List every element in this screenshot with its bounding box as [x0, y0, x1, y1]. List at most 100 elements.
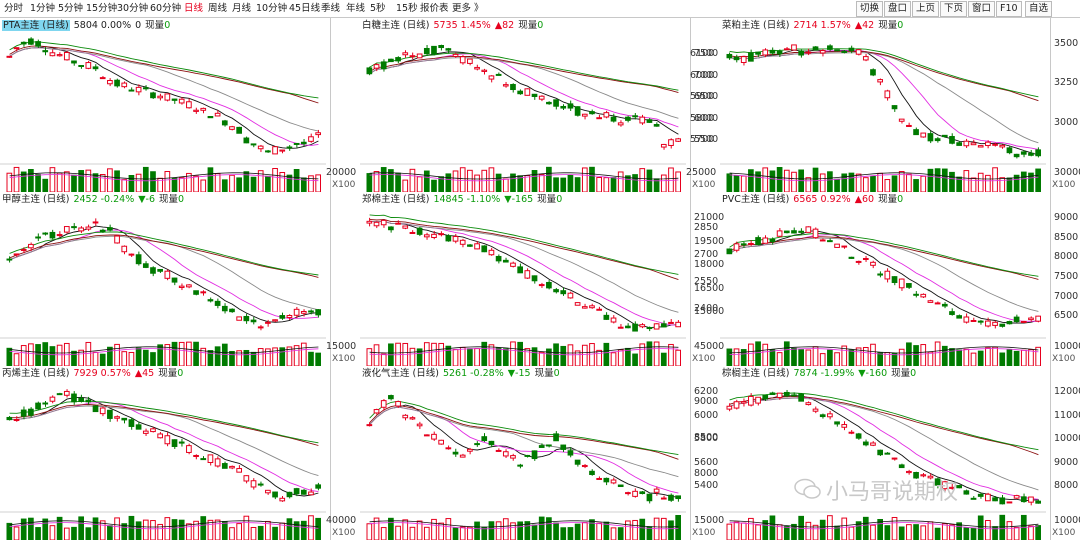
candle: [121, 81, 128, 89]
candle: [999, 494, 1006, 505]
toolbar-button-1[interactable]: 盘口: [884, 1, 912, 17]
candle: [560, 104, 567, 110]
candle: [1006, 320, 1013, 325]
volume-bar: [567, 174, 574, 192]
toolbar-button-2[interactable]: 上页: [912, 1, 940, 17]
change-amount: ▲82: [494, 20, 515, 31]
candle: [157, 268, 163, 273]
panel-title: 白糖主连 (日线) 5735 1.45% ▲82 现量0: [362, 20, 551, 31]
period-tab-15[interactable]: 报价表: [420, 3, 449, 14]
volume-bar: [927, 351, 934, 366]
period-tab-11[interactable]: 季线: [321, 3, 341, 14]
kline-chart-pta[interactable]: [0, 18, 360, 192]
chart-panel-yehuaqi[interactable]: 液化气主连 (日线) 5261 -0.28% ▼-15 现量0 9000 8500 8000…: [326, 366, 724, 540]
volume-bar: [193, 341, 199, 366]
candle: [632, 488, 638, 498]
volume-bar: [999, 352, 1006, 366]
kline-chart-jiachun[interactable]: [0, 192, 360, 366]
candle: [438, 439, 445, 445]
candle: [791, 392, 797, 397]
period-tab-16[interactable]: 更多 》: [452, 3, 484, 14]
candle: [459, 453, 466, 458]
volume-bar: [200, 516, 207, 540]
volume-bar: [178, 341, 185, 366]
candle: [870, 68, 876, 77]
candle: [459, 55, 466, 65]
volume-bar: [250, 526, 257, 540]
period-tab-7[interactable]: 周线: [208, 3, 228, 14]
candle: [531, 93, 538, 100]
period-tab-3[interactable]: 15分钟: [86, 3, 118, 14]
candle: [467, 447, 473, 455]
period-tab-4[interactable]: 30分钟: [117, 3, 149, 14]
volume-bar: [956, 176, 962, 192]
candle: [35, 39, 41, 48]
ma40-line: [729, 236, 1039, 280]
candle: [92, 218, 99, 226]
candle: [56, 392, 63, 396]
kline-chart-zhengmian[interactable]: [360, 192, 720, 366]
kline-chart-zongliu[interactable]: [720, 366, 1080, 540]
chart-panel-bingxi[interactable]: 丙烯主连 (日线) 7929 0.57% ▲45 现量0 X100: [0, 366, 360, 540]
candle: [71, 223, 77, 230]
period-tab-10[interactable]: 45日线: [289, 3, 321, 14]
chart-panel-pvc[interactable]: PVC主连 (日线) 6565 0.92% ▲60 现量0 9000 8500 8000 75…: [720, 192, 1080, 366]
volume-bar: [791, 171, 797, 192]
candle: [848, 45, 855, 54]
period-tab-6[interactable]: 日线: [184, 3, 204, 14]
candle: [934, 477, 941, 489]
chart-panel-baitang[interactable]: 白糖主连 (日线) 5735 1.45% ▲82 现量0 7500 7000 6500 600…: [326, 18, 720, 192]
volume-bar: [6, 347, 13, 366]
chart-panel-zhengmian[interactable]: 郑棉主连 (日线) 14845 -1.10% ▼-165 现量0 2850 2700 255…: [326, 192, 724, 366]
candle: [877, 271, 883, 278]
toolbar-button-6[interactable]: 自选: [1025, 1, 1053, 17]
candle: [906, 283, 912, 289]
candle: [85, 224, 92, 231]
kline-chart-yehuaqi[interactable]: [360, 366, 720, 540]
period-tab-1[interactable]: 1分钟: [30, 3, 56, 14]
volume-bar: [221, 520, 228, 540]
candle: [992, 142, 998, 147]
axis-border: [1050, 192, 1051, 366]
toolbar-button-5[interactable]: F10: [996, 1, 1022, 17]
toolbar-button-4[interactable]: 窗口: [968, 1, 996, 17]
chart-panel-caipo[interactable]: 菜粕主连 (日线) 2714 1.57% ▲42 现量0 6100 6000 5900 580…: [686, 18, 1080, 192]
volume-bar: [229, 350, 235, 366]
kline-chart-pvc[interactable]: [720, 192, 1080, 366]
candle: [970, 496, 977, 500]
period-tab-8[interactable]: 月线: [232, 3, 252, 14]
chart-panel-jiachun[interactable]: 甲醇主连 (日线) 2452 -0.24% ▼-6 现量0 X100: [0, 192, 360, 366]
period-tab-0[interactable]: 分时: [4, 3, 24, 14]
toolbar-button-0[interactable]: 切换: [856, 1, 884, 17]
candle: [762, 48, 769, 58]
ma10-line: [369, 406, 679, 494]
price-tick: 6100: [690, 48, 715, 59]
kline-chart-caipo[interactable]: [720, 18, 1080, 192]
period-tab-14[interactable]: 15秒: [396, 3, 418, 14]
volume-bar: [762, 167, 769, 192]
volume-bar: [142, 166, 149, 192]
candle: [970, 139, 977, 146]
period-tab-5[interactable]: 60分钟: [150, 3, 182, 14]
volume-bar: [409, 168, 416, 192]
volume-bar: [200, 179, 207, 192]
volume-bar: [257, 170, 264, 192]
volume-bar: [639, 518, 646, 540]
period-tab-13[interactable]: 5秒: [370, 3, 386, 14]
volume-bar: [49, 525, 56, 540]
candle: [755, 396, 761, 406]
candle: [128, 417, 135, 430]
toolbar-button-3[interactable]: 下页: [940, 1, 968, 17]
period-tab-2[interactable]: 5分钟: [58, 3, 84, 14]
volume-bar: [862, 177, 869, 192]
volume-bar: [531, 347, 538, 366]
kline-chart-bingxi[interactable]: [0, 366, 360, 540]
period-tab-12[interactable]: 年线: [346, 3, 366, 14]
volume-bar: [733, 348, 740, 366]
chart-panel-pta[interactable]: PTA主连 (日线) 5804 0.00% 0 现量0 X100: [0, 18, 360, 192]
volume-tick: 25000: [686, 167, 717, 178]
price-tick: 18000: [694, 259, 725, 271]
period-tab-9[interactable]: 10分钟: [256, 3, 288, 14]
kline-chart-baitang[interactable]: [360, 18, 720, 192]
